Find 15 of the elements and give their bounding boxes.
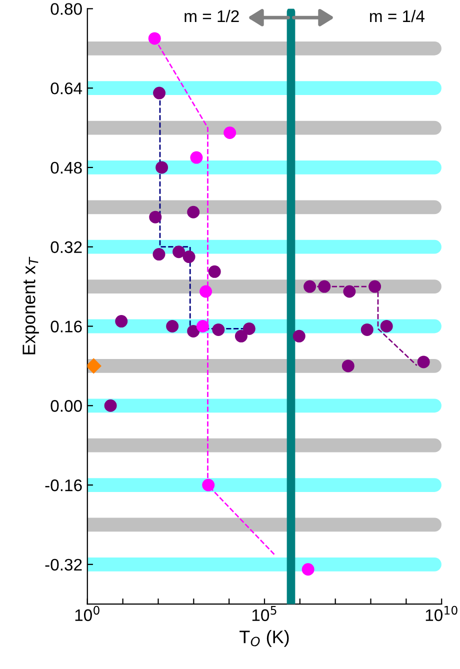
y-tick-label: 0.80 (50, 3, 82, 15)
x-tick-label: 10$^{5}$ (252, 606, 276, 622)
annotation: m = 1/2 (184, 10, 239, 22)
y-tick-label: 0.48 (50, 162, 82, 174)
y-axis-title: Exponent x$_{T}$ (22, 256, 39, 354)
y-tick-label: -0.32 (45, 558, 82, 571)
y-tick-label: 0.00 (50, 400, 82, 412)
y-tick-label: 0.64 (50, 82, 82, 94)
x-tick-label: 10$^{0}$ (75, 606, 100, 622)
y-tick-label: -0.16 (45, 479, 82, 492)
y-tick-label: 0.16 (50, 320, 82, 332)
x-tick-label: 10$^{10}$ (426, 606, 458, 622)
annotation: m = 1/4 (370, 10, 424, 22)
y-tick-label: 0.32 (50, 241, 82, 254)
x-axis-title: T$_{O}$ (K) (240, 630, 289, 647)
